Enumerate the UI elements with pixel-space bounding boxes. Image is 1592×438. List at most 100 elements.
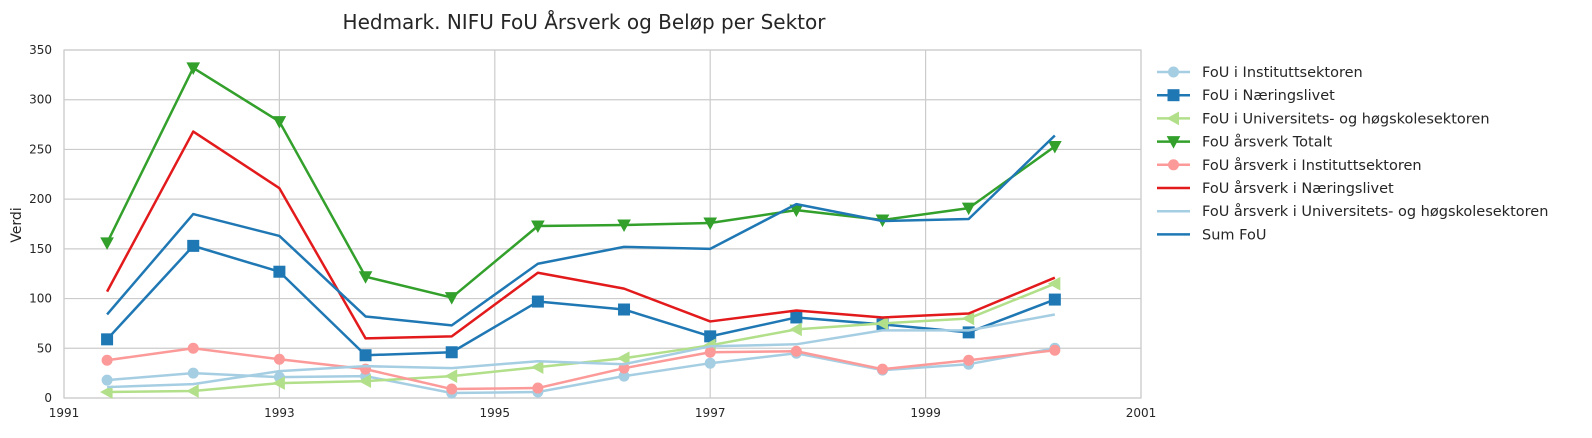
legend-item: FoU årsverk Totalt: [1157, 134, 1333, 151]
legend-item: FoU årsverk i Universitets- og høgskoles…: [1157, 203, 1548, 220]
data-point: [531, 295, 544, 308]
legend: FoU i Instituttsektoren FoU i Næringslive…: [1157, 65, 1548, 243]
x-tick-label: 1991: [49, 406, 80, 420]
y-tick-label: 250: [29, 142, 52, 156]
legend-label: FoU i Universitets- og høgskolesektoren: [1202, 111, 1490, 127]
x-tick-label: 2001: [1126, 406, 1157, 420]
data-point: [961, 311, 975, 326]
legend-label: FoU årsverk i Næringslivet: [1202, 180, 1394, 197]
data-point: [616, 351, 630, 366]
tick-labels: 1991 1993 1995 1997 1999 2001 0 50 100 150 200 250 3…: [29, 43, 1156, 420]
legend-marker: [1168, 66, 1179, 78]
series-line: [105, 66, 1056, 299]
data-point: [186, 384, 199, 398]
data-point: [704, 357, 716, 369]
data-point: [100, 237, 114, 250]
legend-item: Sum FoU: [1157, 227, 1266, 243]
legend-label: FoU årsverk i Universitets- og høgskoles…: [1202, 203, 1548, 220]
plot-frame: [63, 49, 1142, 399]
data-point: [273, 353, 285, 365]
series-line: [106, 244, 1056, 357]
data-point: [444, 292, 459, 305]
data-point: [444, 369, 458, 383]
data-point: [186, 62, 201, 75]
legend-label: Sum FoU: [1202, 227, 1266, 243]
data-point: [272, 376, 285, 390]
series-line: [106, 347, 1056, 395]
data-point: [358, 271, 373, 284]
legend-item: FoU årsverk i Instituttsektoren: [1157, 157, 1422, 174]
y-axis-label: Verdi: [9, 207, 25, 242]
chart-title: Hedmark. NIFU FoU Årsverk og Beløp per S…: [343, 10, 827, 34]
data-point: [877, 363, 889, 375]
x-tick-label: 1999: [910, 406, 941, 420]
data-point: [530, 360, 544, 375]
data-point: [790, 345, 802, 357]
data-point: [1048, 293, 1061, 306]
series-5: [105, 130, 1056, 340]
legend-marker: [1166, 136, 1181, 149]
data-point: [359, 349, 372, 362]
series-line: [107, 313, 1056, 389]
legend-item: FoU årsverk i Næringslivet: [1157, 180, 1394, 197]
y-tick-label: 150: [29, 242, 52, 256]
legend-item: FoU i Instituttsektoren: [1157, 65, 1363, 81]
data-point: [1049, 344, 1061, 356]
data-point: [187, 367, 199, 379]
series-line: [106, 134, 1056, 327]
legend-label: FoU i Næringslivet: [1202, 88, 1335, 104]
data-point: [531, 220, 545, 234]
grid: [63, 49, 1142, 399]
y-tick-label: 350: [29, 43, 52, 57]
legend-item: FoU i Universitets- og høgskolesektoren: [1157, 111, 1490, 127]
series-line: [105, 130, 1056, 340]
series-1: [101, 239, 1061, 362]
data-point: [446, 383, 458, 395]
x-tick-label: 1995: [480, 406, 511, 420]
data-point: [187, 239, 200, 252]
data-point: [961, 202, 976, 216]
series-layer: [100, 62, 1062, 399]
data-point: [187, 342, 199, 354]
data-point: [1047, 276, 1061, 291]
data-point: [272, 116, 287, 129]
data-point: [618, 303, 631, 316]
y-tick-label: 0: [44, 391, 52, 405]
data-point: [703, 217, 718, 231]
y-tick-label: 200: [29, 192, 52, 206]
data-point: [1047, 140, 1062, 154]
legend-item: FoU i Næringslivet: [1157, 88, 1335, 104]
data-point: [962, 326, 975, 339]
data-point: [445, 346, 458, 359]
data-point: [875, 316, 889, 331]
series-6: [107, 313, 1056, 389]
series-7: [106, 134, 1056, 327]
data-point: [101, 374, 113, 386]
data-point: [790, 311, 803, 324]
data-point: [704, 346, 716, 358]
data-point: [789, 322, 802, 337]
series-line: [106, 347, 1055, 391]
x-tick-label: 1997: [695, 406, 726, 420]
data-point: [101, 333, 114, 346]
legend-marker: [1167, 89, 1180, 102]
y-tick-label: 50: [37, 341, 52, 355]
series-4: [101, 342, 1061, 395]
data-point: [273, 265, 286, 278]
data-point: [532, 382, 544, 394]
data-point: [101, 354, 113, 366]
data-point: [963, 354, 975, 366]
data-point: [100, 385, 113, 399]
y-tick-label: 300: [29, 93, 52, 107]
legend-label: FoU årsverk i Instituttsektoren: [1202, 157, 1422, 174]
legend-label: FoU årsverk Totalt: [1202, 134, 1333, 151]
data-point: [617, 219, 631, 233]
legend-marker: [1166, 111, 1179, 126]
x-tick-label: 1993: [264, 406, 295, 420]
data-point: [358, 374, 372, 388]
legend-label: FoU i Instituttsektoren: [1202, 65, 1363, 81]
y-tick-label: 100: [29, 292, 52, 306]
legend-marker: [1168, 159, 1179, 171]
